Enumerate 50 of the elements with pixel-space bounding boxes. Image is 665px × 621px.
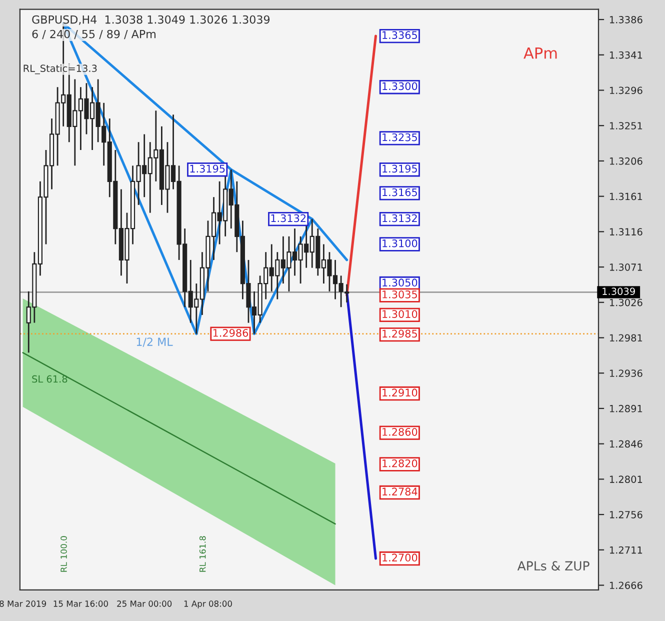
annotation: APLs & ZUP [517, 561, 590, 571]
y-tick-label: 1.3251 [610, 122, 642, 130]
annotation: RL_Static=13.3 [24, 64, 97, 74]
annotation: APm [524, 48, 557, 59]
y-tick-label: 1.3386 [610, 16, 642, 24]
annotation: 1.3050 [382, 278, 418, 287]
annotation: 1.2985 [382, 330, 417, 338]
y-tick-label: 1.2711 [610, 546, 642, 554]
annotation: SL 61.8 [32, 375, 68, 383]
annotation: RL 100.0 [60, 536, 67, 572]
y-tick-label: 1.3296 [610, 86, 642, 94]
y-tick-label: 1.2981 [610, 334, 642, 342]
annotation: 1.2700 [382, 554, 418, 562]
annotation: 1.3365 [382, 31, 417, 40]
annotation: 6 / 240 / 55 / 89 / APm [32, 30, 156, 40]
annotation: RL 161.8 [199, 536, 206, 572]
ref-line-label: 1.3039 [602, 288, 635, 295]
annotation: 1.3100 [382, 239, 418, 248]
y-tick-label: 1.2891 [610, 404, 642, 412]
y-tick-label: 1.3071 [610, 264, 642, 271]
y-tick-label: 1.3341 [610, 51, 642, 59]
x-tick-label: 15 Mar 16:00 [54, 600, 108, 607]
data-label: 1.2986 [213, 328, 248, 337]
annotation: 1/2 ML [136, 338, 173, 347]
annotation: 1.3195 [382, 164, 417, 173]
annotation: 1.2820 [382, 459, 418, 468]
annotation: 1.3300 [382, 82, 418, 90]
annotation: 1.2784 [382, 488, 418, 496]
x-tick-label: 1 Apr 08:00 [184, 600, 232, 608]
annotation: 1.3035 [382, 290, 417, 298]
y-tick-label: 1.2846 [610, 440, 642, 448]
y-tick-label: 1.2801 [610, 476, 642, 483]
annotation: 1.3165 [382, 188, 417, 196]
x-tick-label: 8 Mar 2019 [0, 600, 46, 607]
annotation: 1.3132 [382, 214, 417, 222]
annotation: 1.2860 [382, 428, 418, 436]
annotation: 1.3010 [382, 310, 418, 318]
y-tick-label: 1.3026 [610, 298, 642, 306]
data-label: 1.3132 [271, 214, 306, 222]
y-tick-label: 1.3206 [610, 157, 642, 165]
data-label: 1.3195 [190, 164, 225, 173]
y-tick-label: 1.2936 [610, 370, 642, 377]
annotation: 1.2910 [382, 388, 418, 397]
y-tick-label: 1.2756 [610, 511, 642, 518]
y-tick-label: 1.3161 [610, 192, 642, 200]
annotation: 1.3235 [382, 133, 417, 142]
annotation: GBPUSD,H4 1.3038 1.3049 1.3026 1.3039 [32, 15, 270, 25]
x-tick-label: 25 Mar 00:00 [117, 600, 172, 607]
y-tick-label: 1.3116 [610, 228, 642, 236]
y-tick-label: 1.2666 [610, 582, 642, 590]
